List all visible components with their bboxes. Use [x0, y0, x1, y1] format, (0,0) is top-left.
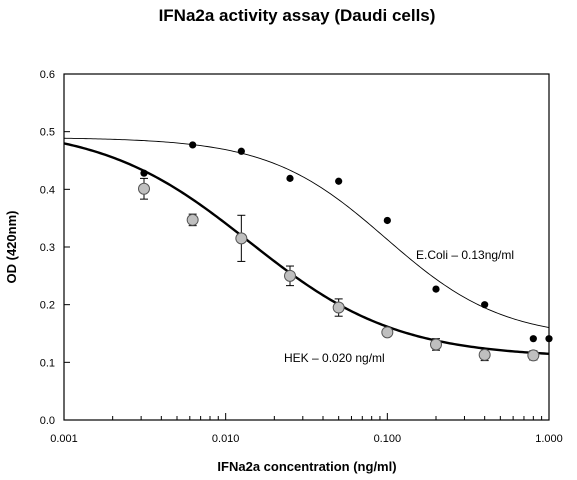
- hek-data-point: [478, 348, 491, 361]
- hek-data-point: [235, 232, 248, 245]
- y-axis: 0.0 0.1 0.2 0.3 0.4 0.5 0.6: [40, 69, 70, 427]
- ecoli-data-point: [529, 335, 537, 343]
- x-tick-label: 0.001: [50, 433, 78, 445]
- ecoli-data-point: [432, 285, 440, 293]
- y-tick-label: 0.3: [40, 242, 55, 254]
- hek-annotation: HEK – 0.020 ng/ml: [284, 351, 385, 365]
- y-axis-label: OD (420nm): [4, 211, 19, 284]
- hek-data-point: [381, 326, 394, 339]
- ecoli-data-point: [383, 216, 391, 225]
- y-tick-label: 0.5: [40, 127, 55, 139]
- ecoli-annotation: E.Coli – 0.13ng/ml: [416, 248, 514, 262]
- ecoli-data-point: [545, 335, 553, 343]
- x-axis: 0.001 0.010 0.100 1.000: [50, 413, 563, 445]
- y-tick-label: 0.2: [40, 300, 55, 312]
- hek-data-point: [429, 338, 442, 351]
- y-tick-label: 0.0: [40, 415, 55, 427]
- hek-data-point: [186, 213, 199, 226]
- ecoli-data-point: [189, 141, 197, 149]
- y-tick-label: 0.6: [40, 69, 55, 81]
- data-points: [138, 141, 553, 362]
- ecoli-data-point: [481, 301, 489, 309]
- ecoli-data-point: [335, 177, 343, 185]
- chart-title: IFNa2a activity assay (Daudi cells): [159, 6, 436, 25]
- hek-data-point: [138, 182, 151, 195]
- ecoli-data-point: [237, 147, 245, 155]
- y-tick-label: 0.1: [40, 357, 55, 369]
- ecoli-data-point: [286, 174, 294, 182]
- hek-data-point: [527, 349, 540, 362]
- fit-curves: [63, 137, 550, 355]
- x-tick-label: 0.100: [374, 433, 402, 445]
- x-tick-label: 0.010: [212, 433, 240, 445]
- plot-frame: [63, 73, 550, 421]
- y-tick-label: 0.4: [40, 184, 55, 196]
- ecoli-data-point: [140, 169, 148, 177]
- x-axis-label: IFNa2a concentration (ng/ml): [217, 459, 396, 474]
- x-tick-label: 1.000: [535, 433, 563, 445]
- ecoli-fit-curve: [63, 137, 550, 329]
- hek-data-point: [332, 301, 345, 314]
- hek-data-point: [284, 269, 297, 282]
